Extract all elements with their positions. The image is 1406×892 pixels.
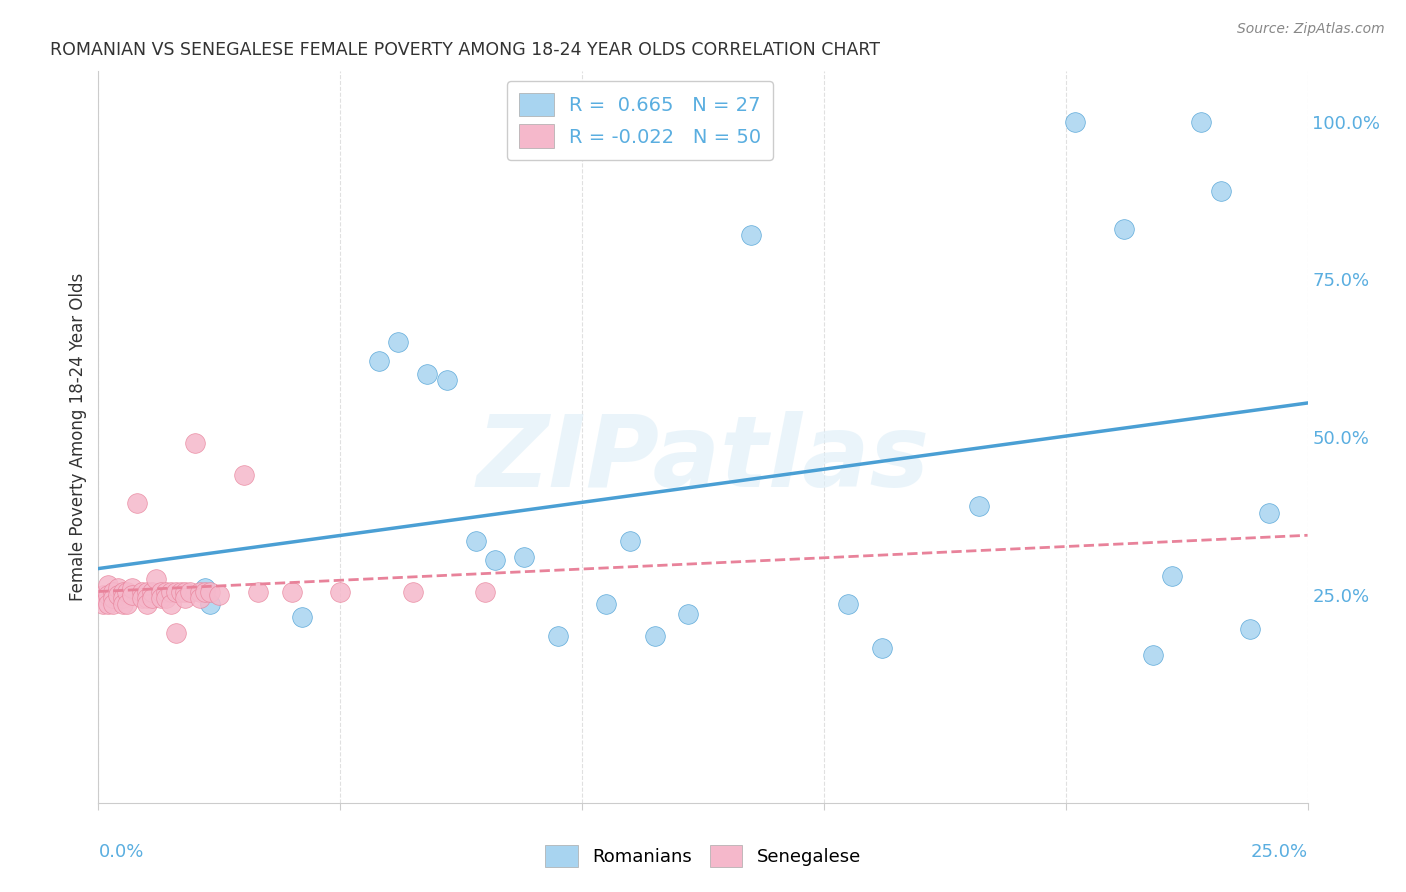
Text: ROMANIAN VS SENEGALESE FEMALE POVERTY AMONG 18-24 YEAR OLDS CORRELATION CHART: ROMANIAN VS SENEGALESE FEMALE POVERTY AM… [51,41,880,59]
Point [1112,222,1135,236]
Point [165,625,187,640]
Point [198,584,221,599]
Point [474,584,496,599]
Point [117,584,139,599]
Point [837,597,859,611]
Point [329,584,352,599]
Point [208,588,231,602]
Point [387,335,409,350]
Point [1189,115,1212,129]
Point [97,588,120,602]
Point [117,597,139,611]
Point [141,591,163,605]
Point [91,588,114,602]
Point [150,591,173,605]
Point [436,373,458,387]
Point [1239,623,1261,637]
Text: ZIPatlas: ZIPatlas [477,410,929,508]
Text: 0.0%: 0.0% [98,843,143,861]
Point [184,436,207,450]
Point [232,467,254,482]
Point [111,597,134,611]
Point [135,591,157,605]
Point [870,641,893,656]
Point [107,582,129,596]
Point [484,553,506,567]
Point [644,629,666,643]
Point [513,549,536,564]
Point [101,584,124,599]
Point [131,584,153,599]
Point [1161,569,1184,583]
Point [1064,115,1087,129]
Point [1142,648,1164,662]
Point [247,584,270,599]
Point [121,582,143,596]
Point [97,578,120,592]
Point [111,584,134,599]
Point [188,584,211,599]
Point [155,584,177,599]
Point [127,496,149,510]
Point [135,597,157,611]
Point [91,597,114,611]
Point [121,588,143,602]
Point [174,584,197,599]
Point [595,597,617,611]
Point [464,534,486,549]
Point [145,572,167,586]
Point [131,591,153,605]
Point [107,588,129,602]
Legend: R =  0.665   N = 27, R = -0.022   N = 50: R = 0.665 N = 27, R = -0.022 N = 50 [508,81,773,160]
Y-axis label: Female Poverty Among 18-24 Year Olds: Female Poverty Among 18-24 Year Olds [69,273,87,601]
Point [165,584,187,599]
Point [1257,506,1279,520]
Point [169,584,191,599]
Point [402,584,425,599]
Point [194,584,217,599]
Point [740,228,762,243]
Point [416,367,439,381]
Point [101,597,124,611]
Point [97,597,120,611]
Point [155,591,177,605]
Point [111,591,134,605]
Point [678,607,700,621]
Point [967,500,990,514]
Legend: Romanians, Senegalese: Romanians, Senegalese [538,838,868,874]
Point [1209,184,1232,198]
Point [101,591,124,605]
Point [194,582,217,596]
Point [188,591,211,605]
Point [290,609,312,624]
Point [547,629,569,643]
Point [368,354,391,368]
Point [160,584,183,599]
Point [150,584,173,599]
Point [160,597,183,611]
Text: Source: ZipAtlas.com: Source: ZipAtlas.com [1237,22,1385,37]
Point [135,584,157,599]
Point [619,534,641,549]
Point [141,584,163,599]
Point [198,597,221,611]
Point [179,584,201,599]
Point [174,591,197,605]
Point [281,584,304,599]
Text: 25.0%: 25.0% [1250,843,1308,861]
